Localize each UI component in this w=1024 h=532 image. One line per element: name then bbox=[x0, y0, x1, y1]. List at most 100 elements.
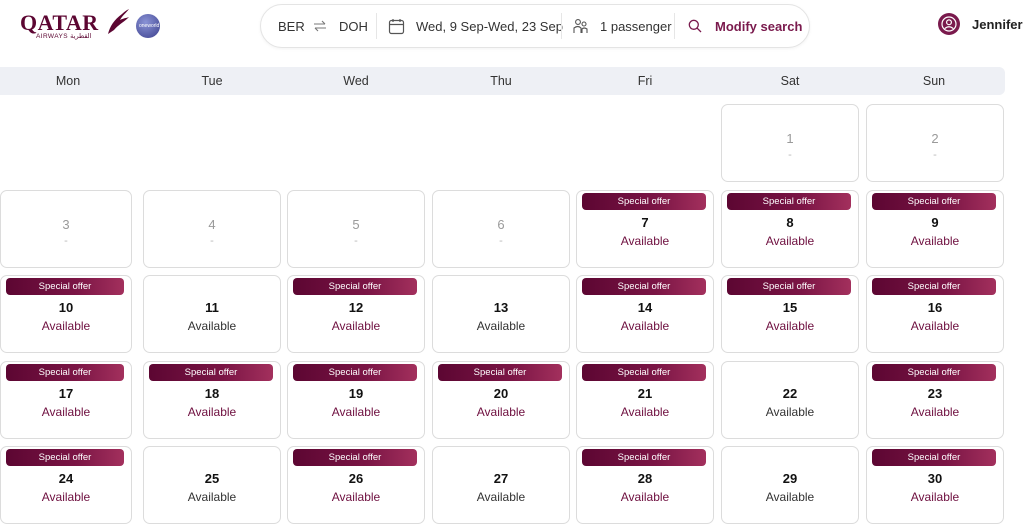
swap-arrows-icon[interactable] bbox=[313, 5, 327, 47]
weekday-label: Fri bbox=[637, 74, 653, 88]
calendar-icon bbox=[388, 5, 405, 47]
day-number: 15 bbox=[782, 300, 798, 315]
day-number: 3 bbox=[62, 217, 70, 232]
calendar-day-cell[interactable]: Special offer 26 Available bbox=[287, 446, 425, 524]
day-number: 19 bbox=[348, 386, 364, 401]
day-number: 20 bbox=[493, 386, 509, 401]
user-avatar-icon[interactable] bbox=[938, 13, 960, 35]
calendar-day-cell: 1- bbox=[721, 104, 859, 182]
day-number: 28 bbox=[637, 471, 653, 486]
divider bbox=[561, 13, 562, 39]
travel-dates[interactable]: Wed, 9 Sep-Wed, 23 Sep bbox=[416, 18, 563, 34]
calendar-day-cell[interactable]: Special offer 9 Available bbox=[866, 190, 1004, 268]
special-offer-badge: Special offer bbox=[872, 364, 996, 381]
modify-search-button[interactable]: Modify search bbox=[715, 18, 803, 34]
day-number: 12 bbox=[348, 300, 364, 315]
weekday-label: Wed bbox=[343, 74, 369, 88]
passenger-count[interactable]: 1 passenger bbox=[600, 18, 672, 34]
special-offer-badge: Special offer bbox=[438, 364, 562, 381]
availability-status: Available bbox=[331, 319, 381, 333]
weekday-label: Sun bbox=[922, 74, 946, 88]
qatar-airways-logo[interactable]: QATAR AIRWAYS القطرية bbox=[20, 9, 129, 44]
special-offer-badge: Special offer bbox=[872, 193, 996, 210]
day-number: 7 bbox=[641, 215, 649, 230]
passengers-icon bbox=[572, 5, 589, 47]
calendar-day-cell[interactable]: 22 Available bbox=[721, 361, 859, 439]
calendar-day-cell[interactable]: Special offer 24 Available bbox=[0, 446, 132, 524]
search-icon[interactable] bbox=[688, 5, 702, 47]
calendar-day-cell: 3- bbox=[0, 190, 132, 268]
day-number: 2 bbox=[931, 131, 939, 146]
availability-status: Available bbox=[765, 319, 815, 333]
day-number: 13 bbox=[493, 300, 509, 315]
day-number: 26 bbox=[348, 471, 364, 486]
calendar-day-cell[interactable]: Special offer 30 Available bbox=[866, 446, 1004, 524]
weekday-label: Thu bbox=[490, 74, 512, 88]
search-summary-bar[interactable]: BER DOH Wed, 9 Sep-Wed, 23 Sep 1 passeng… bbox=[260, 4, 810, 48]
availability-status: Available bbox=[41, 490, 91, 504]
weekday-header: Mon Tue Wed Thu Fri Sat Sun bbox=[0, 67, 1005, 95]
availability-status: Available bbox=[187, 405, 237, 419]
top-header: QATAR AIRWAYS القطرية oneworld BER DOH W… bbox=[0, 0, 1024, 56]
availability-status: Available bbox=[331, 490, 381, 504]
day-number: 17 bbox=[58, 386, 74, 401]
special-offer-badge: Special offer bbox=[582, 364, 706, 381]
day-number: 9 bbox=[931, 215, 939, 230]
logo-subtitle: AIRWAYS القطرية bbox=[36, 33, 92, 40]
day-number: 23 bbox=[927, 386, 943, 401]
calendar-day-cell[interactable]: Special offer 17 Available bbox=[0, 361, 132, 439]
calendar-day-cell: 2- bbox=[866, 104, 1004, 182]
calendar-day-cell[interactable]: Special offer 21 Available bbox=[576, 361, 714, 439]
special-offer-badge: Special offer bbox=[6, 449, 124, 466]
special-offer-badge: Special offer bbox=[293, 278, 417, 295]
calendar-day-cell[interactable]: Special offer 7 Available bbox=[576, 190, 714, 268]
availability-status: Available bbox=[910, 405, 960, 419]
calendar-day-cell: 4- bbox=[143, 190, 281, 268]
availability-status: Available bbox=[187, 319, 237, 333]
special-offer-badge: Special offer bbox=[6, 364, 124, 381]
special-offer-badge: Special offer bbox=[6, 278, 124, 295]
special-offer-badge: Special offer bbox=[727, 278, 851, 295]
day-number: 24 bbox=[58, 471, 74, 486]
availability-status: Available bbox=[41, 405, 91, 419]
availability-status: Available bbox=[910, 490, 960, 504]
calendar-day-cell[interactable]: Special offer 10 Available bbox=[0, 275, 132, 353]
calendar-day-cell[interactable]: Special offer 23 Available bbox=[866, 361, 1004, 439]
calendar-day-cell[interactable]: 27 Available bbox=[432, 446, 570, 524]
weekday-label: Sat bbox=[780, 74, 800, 88]
oryx-icon bbox=[108, 9, 129, 34]
calendar-day-cell[interactable]: Special offer 18 Available bbox=[143, 361, 281, 439]
availability-status: - bbox=[210, 235, 214, 247]
availability-status: - bbox=[933, 149, 937, 161]
origin-code[interactable]: BER bbox=[278, 18, 305, 34]
day-number: 16 bbox=[927, 300, 943, 315]
calendar-day-cell[interactable]: 11 Available bbox=[143, 275, 281, 353]
calendar-day-cell[interactable]: Special offer 16 Available bbox=[866, 275, 1004, 353]
day-number: 8 bbox=[786, 215, 794, 230]
user-name: Jennifer bbox=[972, 16, 1023, 32]
calendar-day-cell[interactable]: 13 Available bbox=[432, 275, 570, 353]
calendar-day-cell[interactable]: Special offer 19 Available bbox=[287, 361, 425, 439]
calendar-day-cell[interactable]: 29 Available bbox=[721, 446, 859, 524]
calendar-day-cell[interactable]: Special offer 8 Available bbox=[721, 190, 859, 268]
user-menu[interactable]: Jennifer bbox=[938, 13, 1023, 35]
calendar-day-cell[interactable]: Special offer 14 Available bbox=[576, 275, 714, 353]
day-number: 1 bbox=[786, 131, 794, 146]
calendar-day-cell[interactable]: Special offer 12 Available bbox=[287, 275, 425, 353]
day-number: 14 bbox=[637, 300, 653, 315]
special-offer-badge: Special offer bbox=[293, 449, 417, 466]
calendar-day-cell[interactable]: Special offer 20 Available bbox=[432, 361, 570, 439]
calendar-day-cell[interactable]: Special offer 28 Available bbox=[576, 446, 714, 524]
special-offer-badge: Special offer bbox=[293, 364, 417, 381]
calendar-day-cell[interactable]: Special offer 15 Available bbox=[721, 275, 859, 353]
divider bbox=[674, 13, 675, 39]
day-number: 29 bbox=[782, 471, 798, 486]
destination-code[interactable]: DOH bbox=[339, 18, 368, 34]
weekday-label: Tue bbox=[201, 74, 223, 88]
availability-status: Available bbox=[41, 319, 91, 333]
day-number: 6 bbox=[497, 217, 505, 232]
special-offer-badge: Special offer bbox=[582, 449, 706, 466]
calendar-day-cell[interactable]: 25 Available bbox=[143, 446, 281, 524]
day-number: 30 bbox=[927, 471, 943, 486]
availability-status: Available bbox=[476, 319, 526, 333]
